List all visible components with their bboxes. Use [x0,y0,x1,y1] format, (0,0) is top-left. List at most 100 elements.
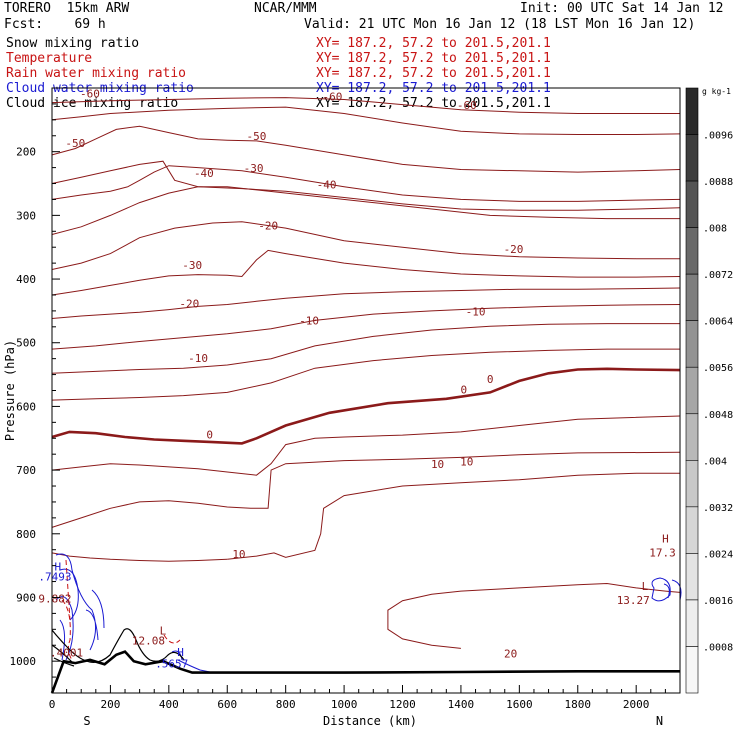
temperature-contour [51,97,680,114]
colorbar-swatch [685,134,699,182]
colorbar-tick-label: .0056 [703,363,733,374]
colorbar-swatch [685,180,699,228]
colorbar: .0096 .0088 .008 .0072 .0064 .0056 .0048 .004 .0… [685,87,733,694]
contour-label: -40 [317,179,337,192]
contour-label: -50 [247,130,267,143]
contour-label: -30 [182,259,202,272]
colorbar-tick-label: .0016 [703,596,733,607]
x-tick-label: 800 [276,698,296,711]
contour-labels: -60 -60 -60 -50 -50 -40 -40 -30 -30 -20 -20 -20 -10 -… [38,88,675,671]
contour-label: .4001 [50,647,83,660]
colorbar-tick-label: .0072 [703,270,733,281]
contour-label: -20 [504,243,524,256]
y-tick-label: 800 [16,528,36,541]
contour-label: 17.3 [649,547,676,560]
plot-frame [51,87,681,694]
temperature-contour [51,165,681,202]
temperature-contour [51,304,681,350]
contour-label: 20 [504,647,517,660]
legend-snow-label: Snow mixing ratio [6,36,140,51]
x-endpoint-left: S [83,714,90,728]
colorbar-tick-label: .0064 [703,317,733,328]
colorbar-swatch [685,87,699,135]
colorbar-swatch [685,646,699,694]
contour-label: .7493 [38,570,71,583]
temperature-contour [51,106,681,135]
colorbar-swatch [685,553,699,601]
contour-label: -20 [179,298,199,311]
contour-label: 13.27 [617,594,650,607]
colorbar-tick-label: .0088 [703,177,733,188]
cloud-water-contour [55,553,105,661]
contour-label: L [160,624,167,637]
colorbar-swatch [685,366,699,415]
contour-label: .5657 [155,658,188,671]
contour-label: -10 [299,314,319,327]
terrain-line [50,650,680,694]
x-tick-label: 1000 [331,698,358,711]
temperature-contour [51,186,680,235]
colorbar-swatch [685,273,699,321]
moisture-contours [51,553,682,673]
legend-rain-xy: XY= 187.2, 57.2 to 201.5,201.1 [316,66,551,81]
contour-label: H [177,646,184,659]
temperature-contour [51,367,681,445]
rain-water-contour [61,559,181,661]
x-endpoint-right: N [656,714,663,728]
colorbar-tick-label: .0032 [703,503,733,514]
x-tick-label: 1800 [565,698,592,711]
legend-rain-label: Rain water mixing ratio [6,66,187,81]
colorbar-tick-label: .0096 [703,131,733,142]
terrain-surface [50,650,680,694]
temperature-contour [51,415,681,476]
x-tick-label: 1400 [448,698,475,711]
x-tick-label: 600 [217,698,237,711]
colorbar-swatch [685,227,699,275]
temperature-contours [51,97,681,649]
contour-label: 10 [431,458,444,471]
temperature-contour [51,249,681,296]
contour-label: -60 [80,88,100,101]
x-tick-label: 0 [49,698,56,711]
cloud-water-contour [59,568,211,673]
y-tick-label: 500 [16,337,36,350]
contour-label: -50 [65,137,85,150]
init-time: Init: 00 UTC Sat 14 Jan 12 [520,1,724,16]
temperature-contour [51,348,680,401]
temperature-contour [51,160,681,211]
cloud-water-contour [651,577,682,602]
colorbar-tick-label: .0024 [703,549,733,560]
contour-label: 10 [460,456,473,469]
x-tick-label: 400 [159,698,179,711]
colorbar-swatch [685,320,699,368]
contour-label: H [662,533,669,546]
contour-label: 0 [206,428,213,441]
temperature-contour [51,287,681,319]
temperature-contour [51,451,681,528]
colorbar-swatch [685,460,699,508]
contour-label: -10 [188,352,208,365]
contour-label: 0 [487,373,494,386]
y-tick-label: 600 [16,400,36,413]
plot-border [51,87,681,694]
colorbar-swatch [685,506,699,554]
y-axis-label: Pressure (hPa) [3,340,17,441]
contour-label: 10 [232,548,245,561]
colorbar-tick-label: .008 [703,224,727,235]
valid-time: Valid: 21 UTC Mon 16 Jan 12 (18 LST Mon … [304,17,696,32]
contour-label: -20 [258,219,278,232]
contour-label: -60 [322,91,342,104]
legend-temperature-label: Temperature [6,51,93,66]
y-tick-label: 300 [16,209,36,222]
contour-label: -10 [466,305,486,318]
contour-label: 12.08 [132,635,165,648]
temperature-contour [51,552,228,562]
colorbar-tick-label: .0008 [703,642,733,653]
legend-temperature-xy: XY= 187.2, 57.2 to 201.5,201.1 [316,51,551,66]
temperature-contour [227,472,680,560]
contour-label: -30 [244,162,264,175]
contour-label: -60 [457,99,477,112]
colorbar-unit: g kg-1 [702,87,731,96]
